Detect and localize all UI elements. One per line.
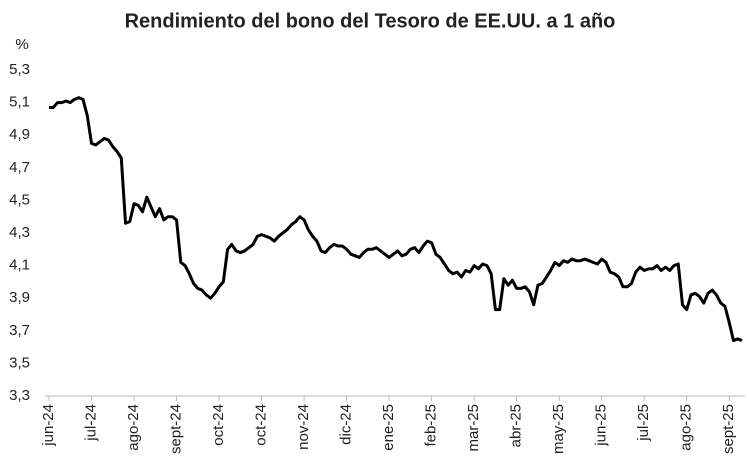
line-series bbox=[49, 96, 743, 343]
x-tick-label: oct-24 bbox=[253, 404, 270, 446]
y-tick-label: 3,3 bbox=[9, 387, 30, 404]
y-tick-label: 4,3 bbox=[9, 224, 30, 241]
y-tick-label: 3,5 bbox=[9, 354, 30, 371]
x-tick-label: jul-24 bbox=[82, 404, 99, 442]
x-tick-label: ago-24 bbox=[125, 404, 142, 451]
x-tick-label: jun-25 bbox=[593, 404, 610, 447]
x-tick-label: oct-24 bbox=[210, 404, 227, 446]
x-tick-label: mar-25 bbox=[465, 404, 482, 452]
x-tick-label: feb-25 bbox=[423, 404, 440, 447]
x-tick-label: jun-24 bbox=[40, 404, 57, 447]
x-tick-label: dic-24 bbox=[338, 404, 355, 445]
y-tick-label: 4,7 bbox=[9, 159, 30, 176]
y-tick-label: 4,5 bbox=[9, 191, 30, 208]
y-tick-label: 5,1 bbox=[9, 94, 30, 111]
x-tick-label: abr-25 bbox=[508, 404, 525, 447]
y-tick-label: 3,9 bbox=[9, 289, 30, 306]
x-tick-label: ago-25 bbox=[678, 404, 695, 451]
x-tick-label: jul-25 bbox=[635, 404, 652, 442]
y-tick-label: 3,7 bbox=[9, 322, 30, 339]
x-tick-label: may-25 bbox=[550, 404, 567, 454]
y-tick-label: 4,9 bbox=[9, 126, 30, 143]
y-axis-label: % bbox=[15, 36, 28, 53]
y-tick-label: 4,1 bbox=[9, 257, 30, 274]
x-tick-label: ene-25 bbox=[380, 404, 397, 451]
y-tick-label: 5,3 bbox=[9, 61, 30, 78]
x-tick-label: sept-24 bbox=[168, 404, 185, 454]
x-tick-label: sept-25 bbox=[720, 404, 737, 454]
chart-title: Rendimiento del bono del Tesoro de EE.UU… bbox=[125, 10, 616, 32]
x-tick-label: nov-24 bbox=[295, 404, 312, 450]
